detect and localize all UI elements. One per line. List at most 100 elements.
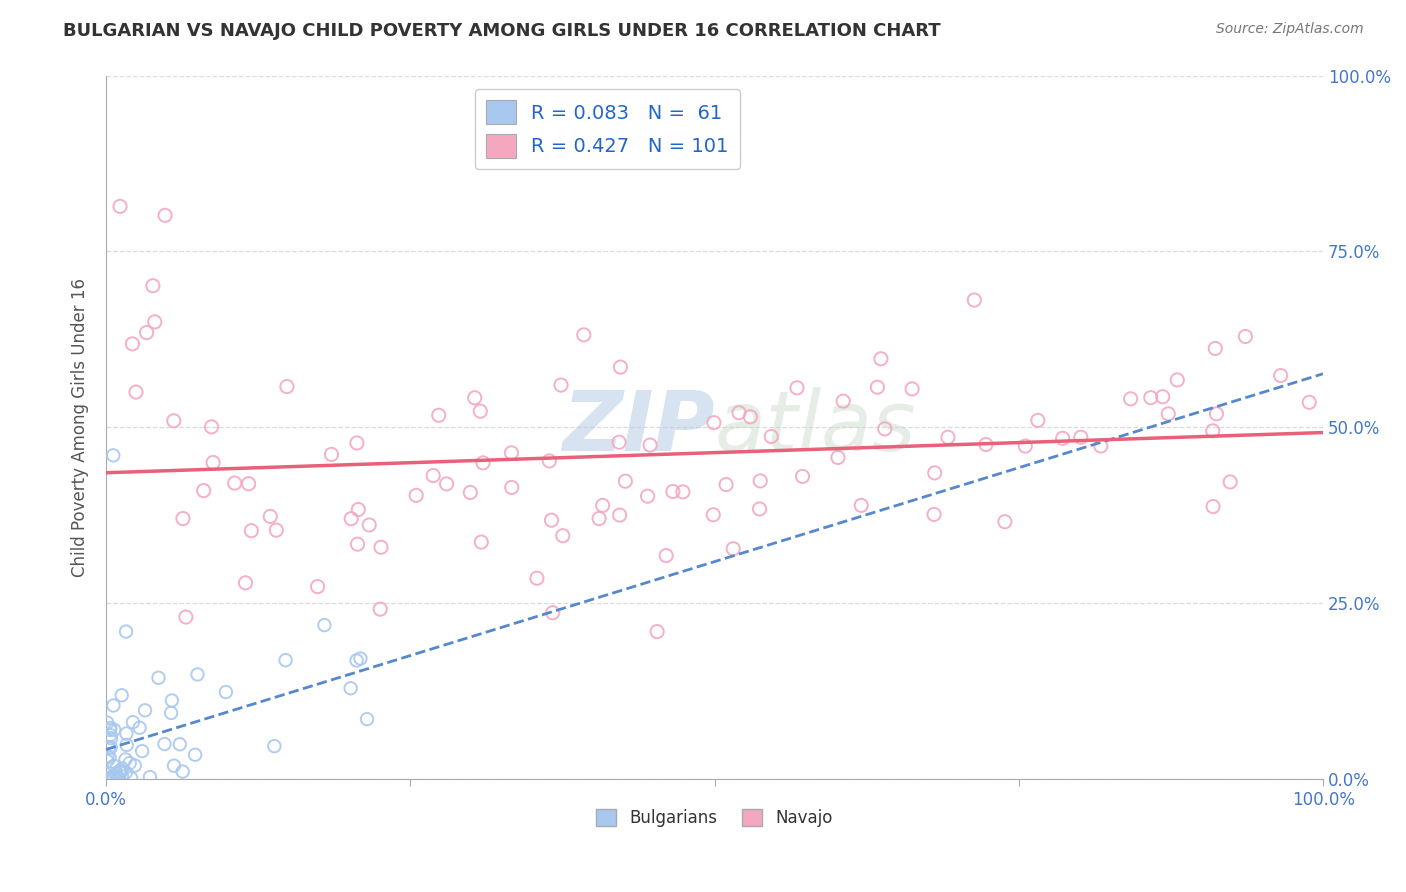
Point — [464, 391, 486, 405]
Point — [169, 737, 191, 751]
Point — [266, 523, 288, 537]
Point — [1139, 391, 1161, 405]
Point — [114, 752, 136, 766]
Point — [98, 750, 121, 764]
Point — [550, 378, 572, 392]
Point — [125, 385, 148, 400]
Point — [174, 610, 197, 624]
Point — [339, 681, 361, 696]
Point — [346, 436, 368, 450]
Point — [321, 447, 343, 461]
Point — [111, 688, 134, 702]
Point — [103, 723, 125, 737]
Point — [792, 469, 814, 483]
Point — [98, 771, 121, 785]
Point — [263, 739, 285, 753]
Point — [108, 764, 131, 779]
Point — [118, 756, 141, 770]
Point — [427, 409, 450, 423]
Point — [936, 430, 959, 444]
Point — [96, 771, 118, 785]
Point — [901, 382, 924, 396]
Point — [98, 766, 121, 780]
Point — [96, 771, 118, 785]
Point — [740, 409, 762, 424]
Point — [172, 511, 194, 525]
Point — [1202, 500, 1225, 514]
Point — [97, 771, 120, 785]
Point — [96, 749, 118, 764]
Point — [142, 278, 165, 293]
Point — [96, 715, 118, 730]
Point — [347, 502, 370, 516]
Point — [1205, 407, 1227, 421]
Point — [202, 456, 225, 470]
Point — [1014, 439, 1036, 453]
Point — [526, 571, 548, 585]
Point — [472, 456, 495, 470]
Point — [122, 715, 145, 730]
Point — [873, 422, 896, 436]
Point — [540, 513, 562, 527]
Point — [105, 768, 128, 782]
Point — [1166, 373, 1188, 387]
Point — [111, 769, 134, 783]
Point — [541, 606, 564, 620]
Point — [96, 754, 118, 768]
Point — [240, 524, 263, 538]
Text: atlas: atlas — [714, 387, 917, 467]
Point — [98, 721, 121, 735]
Point — [551, 529, 574, 543]
Point — [153, 208, 176, 222]
Point — [963, 293, 986, 307]
Point — [153, 737, 176, 751]
Point — [609, 508, 631, 522]
Point — [98, 723, 121, 737]
Point — [702, 508, 724, 522]
Point — [103, 771, 125, 785]
Point — [748, 502, 770, 516]
Point — [200, 420, 222, 434]
Point — [786, 381, 808, 395]
Point — [186, 667, 208, 681]
Text: ZIP: ZIP — [562, 387, 714, 467]
Point — [460, 485, 482, 500]
Point — [101, 771, 124, 785]
Point — [356, 712, 378, 726]
Point — [1219, 475, 1241, 489]
Point — [131, 744, 153, 758]
Point — [100, 740, 122, 755]
Point — [749, 474, 772, 488]
Point — [501, 446, 523, 460]
Point — [866, 380, 889, 394]
Point — [714, 477, 737, 491]
Point — [572, 327, 595, 342]
Point — [1070, 430, 1092, 444]
Point — [721, 541, 744, 556]
Point — [827, 450, 849, 465]
Point — [703, 416, 725, 430]
Point — [405, 488, 427, 502]
Text: Source: ZipAtlas.com: Source: ZipAtlas.com — [1216, 22, 1364, 37]
Point — [346, 653, 368, 667]
Point — [588, 511, 610, 525]
Point — [349, 651, 371, 665]
Point — [436, 476, 458, 491]
Point — [124, 758, 146, 772]
Point — [111, 762, 134, 776]
Point — [1204, 342, 1226, 356]
Point — [103, 771, 125, 785]
Point — [638, 438, 661, 452]
Point — [235, 575, 257, 590]
Point — [609, 360, 631, 375]
Point — [501, 480, 523, 494]
Point — [143, 315, 166, 329]
Point — [832, 394, 855, 409]
Point — [115, 765, 138, 780]
Point — [1157, 407, 1180, 421]
Point — [224, 476, 246, 491]
Point — [259, 509, 281, 524]
Point — [115, 726, 138, 740]
Point — [662, 484, 685, 499]
Point — [870, 351, 893, 366]
